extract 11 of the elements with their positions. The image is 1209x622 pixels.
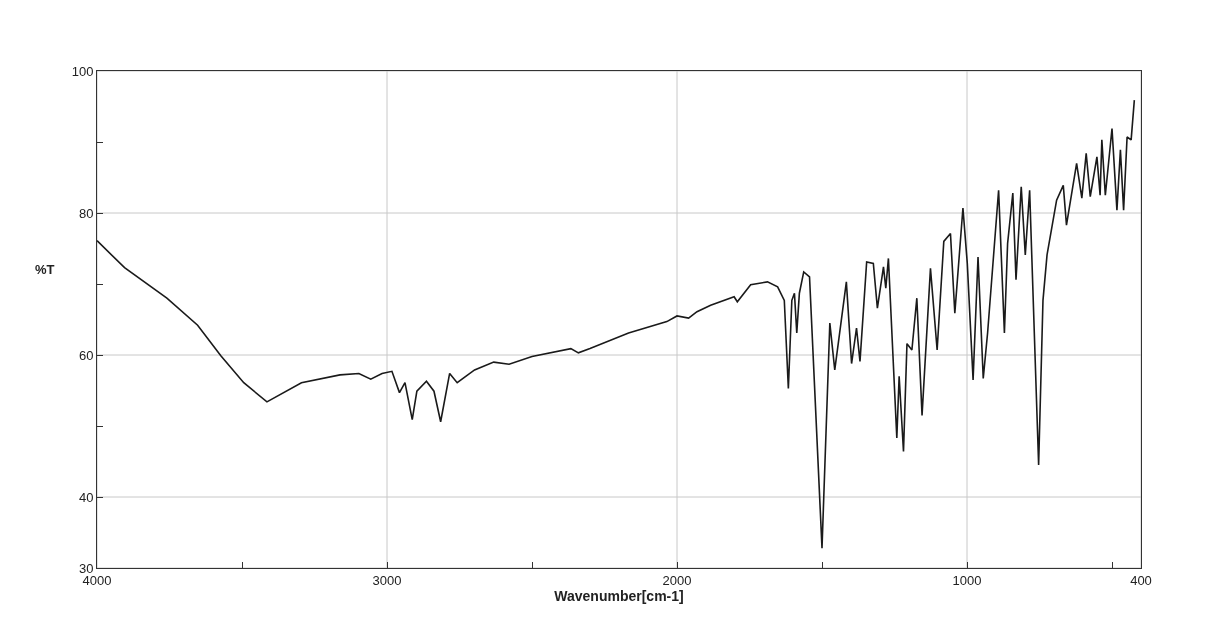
y-tick-label: 40 xyxy=(78,489,94,505)
x-tick-label: 2000 xyxy=(662,572,692,588)
y-axis-title: %T xyxy=(35,262,55,277)
y-tick-label: 80 xyxy=(78,205,94,221)
y-tick-label: 60 xyxy=(78,347,94,363)
line-series xyxy=(97,99,1136,549)
x-tick-label: 3000 xyxy=(372,572,402,588)
x-tick-label: 400 xyxy=(1130,572,1152,588)
x-tick-label: 1000 xyxy=(952,572,982,588)
y-tick-label: 100 xyxy=(71,63,94,79)
x-axis-title: Wavenumber[cm-1] xyxy=(554,587,684,604)
